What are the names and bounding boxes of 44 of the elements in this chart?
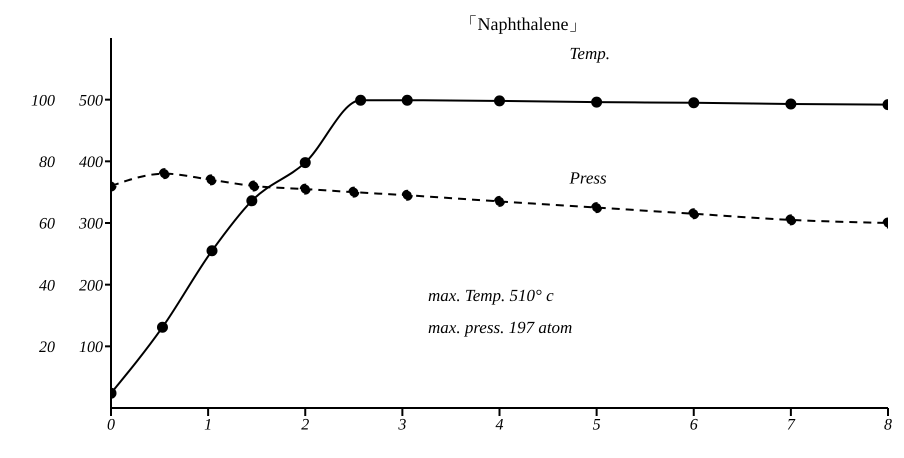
point	[591, 96, 602, 108]
y2-tick-label: 60	[39, 216, 55, 233]
point	[248, 180, 260, 192]
x-tick-label: 2	[301, 416, 310, 434]
x-tick-label: 5	[592, 416, 601, 434]
point	[785, 214, 796, 226]
y2-tick-label: 100	[31, 92, 55, 110]
y2-tick-label: 40	[39, 277, 55, 294]
y-tick-label: 100	[79, 339, 103, 356]
x-tick-label: 7	[786, 416, 796, 434]
y-tick-label: 200	[79, 277, 103, 294]
point	[206, 174, 217, 186]
point	[156, 322, 168, 333]
text: Temp.	[570, 44, 610, 63]
series-label: Press	[568, 168, 608, 188]
x-tick-label: 6	[690, 416, 698, 434]
point	[300, 157, 311, 168]
point	[591, 202, 602, 214]
point	[785, 98, 796, 110]
y2-tick-label: 80	[39, 154, 55, 172]
x-tick-label: 1	[204, 416, 212, 434]
x-tick-label: 0	[107, 416, 115, 434]
point	[300, 184, 311, 195]
y-tick-label: 400	[79, 154, 103, 172]
annotation: max. press. 197 atom	[428, 317, 572, 339]
y-tick-label: 500	[79, 92, 103, 110]
point	[206, 245, 218, 256]
point	[246, 195, 258, 206]
point	[688, 208, 700, 220]
point	[402, 94, 413, 106]
point	[494, 95, 505, 106]
point	[355, 94, 366, 106]
point	[348, 186, 360, 198]
x-tick-label: 8	[884, 416, 892, 434]
annotation: max. Temp. 510° c	[428, 285, 555, 307]
y-tick-label: 300	[78, 216, 103, 233]
point	[688, 97, 700, 108]
x-tick-label: 4	[496, 416, 504, 434]
point	[158, 168, 170, 180]
chart-title: 「Naphthalene」	[458, 13, 588, 36]
point	[402, 190, 413, 201]
point	[494, 196, 505, 207]
y2-tick-label: 20	[39, 339, 55, 356]
x-tick-label: 3	[397, 416, 406, 434]
